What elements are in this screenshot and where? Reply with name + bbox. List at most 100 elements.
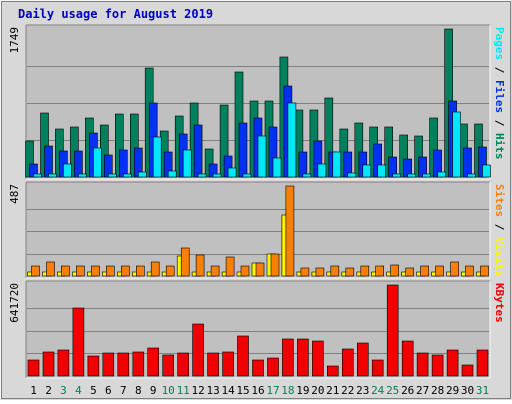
x-tick-label-day-17: 17 (266, 384, 279, 397)
x-tick-label-day-11: 11 (177, 384, 190, 397)
bar-sites-day-1 (31, 265, 40, 277)
y-axis-max-label: 641720 (8, 283, 21, 323)
bar-sites-day-11 (180, 247, 190, 277)
x-tick-label-day-3: 3 (60, 384, 67, 397)
bar-sites-day-29 (450, 261, 459, 277)
bar-files-day-2 (44, 145, 53, 178)
x-tick-label-day-6: 6 (105, 384, 112, 397)
bar-files-day-12 (193, 124, 203, 178)
bar-pages-day-16 (257, 135, 267, 178)
bar-sites-day-7 (121, 265, 130, 277)
bar-sites-day-16 (255, 262, 265, 277)
x-tick-label-day-10: 10 (162, 384, 175, 397)
bar-kbytes-day-7 (117, 352, 130, 377)
bar-pages-day-15 (242, 173, 252, 178)
x-tick-label-day-14: 14 (221, 384, 235, 397)
bar-files-day-7 (119, 149, 128, 178)
bar-pages-day-31 (482, 164, 491, 178)
bar-pages-day-20 (317, 163, 327, 178)
chart-title: Daily usage for August 2019 (18, 7, 213, 21)
bar-pages-day-22 (347, 172, 357, 178)
bar-pages-day-7 (123, 173, 132, 178)
bar-kbytes-day-3 (57, 349, 70, 377)
x-tick-label-day-16: 16 (251, 384, 264, 397)
bar-sites-day-22 (345, 267, 355, 277)
x-tick-label-day-24: 24 (371, 384, 385, 397)
legend-label-kbytes: KBytes (493, 283, 506, 323)
bar-kbytes-day-23 (356, 342, 369, 377)
panel-hits: 1749 Pages / Files / Hits (8, 24, 506, 180)
legend-part-: / (493, 60, 506, 80)
bar-kbytes-day-21 (326, 365, 339, 377)
bar-kbytes-day-12 (192, 323, 204, 377)
bar-sites-day-12 (195, 254, 205, 277)
bar-kbytes-day-1 (27, 359, 40, 377)
bar-sites-day-21 (330, 265, 340, 277)
x-tick-label-day-21: 21 (326, 384, 339, 397)
bar-sites-day-15 (240, 265, 250, 277)
legend-part-visits: Visits (493, 237, 506, 277)
bar-sites-day-28 (435, 265, 444, 277)
x-tick-label-day-27: 27 (416, 384, 429, 397)
bar-pages-day-29 (452, 111, 461, 178)
bar-pages-day-9 (152, 136, 162, 178)
bar-sites-day-20 (315, 267, 325, 277)
bar-files-day-15 (238, 122, 248, 178)
x-tick-label-day-19: 19 (296, 384, 309, 397)
bar-sites-day-25 (390, 264, 400, 277)
legend-label-visits: Sites / Visits (493, 184, 506, 277)
bar-sites-day-2 (46, 261, 55, 277)
bar-pages-day-27 (422, 173, 431, 178)
bar-sites-day-13 (210, 265, 220, 277)
x-tick-label-day-13: 13 (206, 384, 219, 397)
x-tick-label-day-7: 7 (120, 384, 127, 397)
panel-kbytes: 641720 KBytes (8, 280, 506, 379)
bar-kbytes-day-30 (461, 364, 474, 377)
x-tick-label-day-12: 12 (191, 384, 204, 397)
bar-sites-day-14 (225, 256, 235, 277)
x-tick-label-day-4: 4 (75, 384, 82, 397)
bar-sites-day-17 (270, 253, 280, 277)
plot-area-visits (26, 182, 490, 278)
bar-sites-day-6 (106, 265, 115, 277)
y-axis-max-label: 487 (8, 184, 21, 204)
bar-pages-day-1 (33, 173, 42, 178)
legend-part-files: Files (493, 80, 506, 113)
x-tick-label-day-2: 2 (45, 384, 52, 397)
bar-pages-day-4 (78, 173, 87, 178)
bar-pages-day-2 (48, 173, 57, 178)
bar-pages-day-18 (287, 102, 297, 178)
bar-pages-day-24 (377, 164, 387, 178)
bar-pages-day-14 (227, 167, 237, 178)
bar-pages-day-12 (197, 173, 207, 178)
bar-sites-day-8 (136, 265, 145, 277)
bar-kbytes-day-2 (42, 351, 55, 377)
bar-pages-day-3 (63, 163, 72, 178)
bar-kbytes-day-4 (72, 307, 85, 377)
bar-kbytes-day-6 (102, 352, 115, 377)
bar-sites-day-19 (300, 267, 310, 277)
bar-files-day-19 (298, 151, 308, 178)
bar-kbytes-day-15 (237, 335, 249, 377)
legend-part-sites: Sites (493, 184, 506, 217)
bar-pages-day-13 (212, 173, 222, 178)
bar-sites-day-30 (465, 265, 474, 277)
x-axis-day-labels: 1 2 3 4 5 6 7 8 9 10 11 12 13 14 15 16 17 18 19 20 21 22 23 24 2… (30, 384, 489, 397)
bar-kbytes-day-20 (312, 340, 324, 377)
x-tick-label-day-23: 23 (356, 384, 369, 397)
bar-kbytes-day-16 (252, 359, 264, 377)
bar-files-day-6 (104, 154, 113, 178)
x-tick-label-day-8: 8 (135, 384, 142, 397)
bar-pages-day-17 (272, 157, 282, 178)
legend-part-: / (493, 113, 506, 133)
x-tick-label-day-15: 15 (236, 384, 249, 397)
bar-pages-day-21 (332, 151, 342, 178)
bar-pages-day-25 (392, 173, 402, 178)
bar-kbytes-day-27 (416, 352, 429, 377)
bar-kbytes-day-28 (431, 354, 444, 377)
legend-part-pages: Pages (493, 27, 506, 60)
bar-pages-day-26 (407, 173, 417, 178)
x-tick-label-day-31: 31 (476, 384, 489, 397)
